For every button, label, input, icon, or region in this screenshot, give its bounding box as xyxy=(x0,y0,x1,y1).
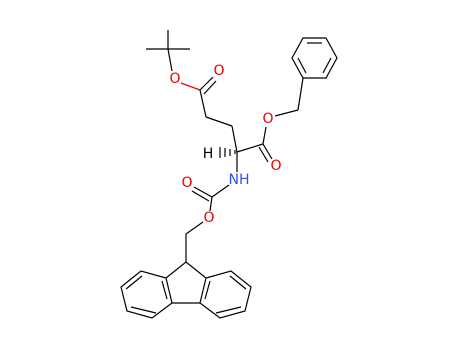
atom-label: H xyxy=(203,146,214,162)
hashed-bond xyxy=(219,147,236,158)
atom-label: O xyxy=(262,111,273,127)
atom-label: O xyxy=(181,175,192,191)
atom-label: O xyxy=(270,158,281,174)
atom-label: O xyxy=(213,63,224,79)
atom-label: NH xyxy=(229,172,250,188)
bonds xyxy=(120,30,338,319)
atom-label: O xyxy=(203,210,214,226)
atom-label: O xyxy=(169,71,180,87)
